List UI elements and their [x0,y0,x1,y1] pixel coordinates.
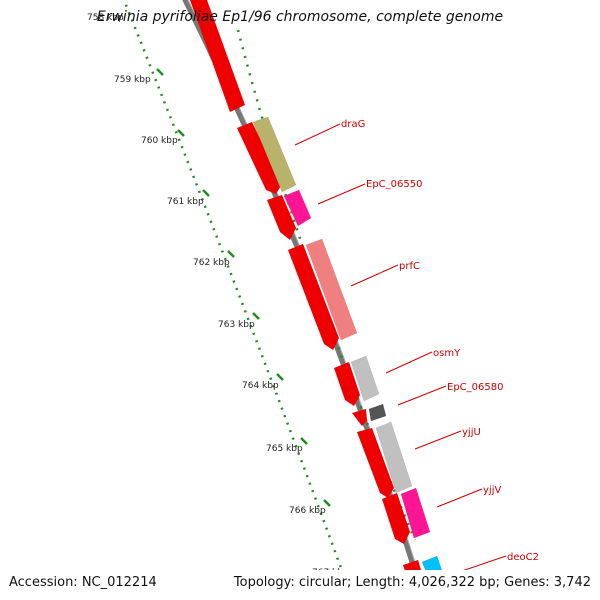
gene-label-yjjv[interactable]: yjjV [483,485,501,496]
gene-deoc2[interactable] [421,555,452,600]
gene-leader-drag [294,123,341,146]
cds-red-6 [357,428,394,498]
gene-label-osmy[interactable]: osmY [433,348,461,359]
tick-label-2: 760 kbp [141,136,178,146]
cds-red-7 [382,493,410,544]
ruler-dotted-inner [122,0,344,570]
gene-label-epc-06550[interactable]: EpC_06550 [366,179,422,190]
genome-summary: Topology: circular; Length: 4,026,322 bp… [233,575,591,590]
gene-drag[interactable] [252,116,297,193]
cds-red-5 [352,409,367,426]
tick-mark-1 [156,68,164,76]
cds-red-3 [288,244,339,350]
cds-red-top [190,0,245,112]
gene-leader-deoc2 [463,555,507,570]
gene-leader-prfc [350,264,399,287]
gene-epc-06580[interactable] [368,403,387,422]
cds-red-1 [237,122,282,194]
gene-leader-yjjv [436,488,483,508]
tick-label-partial-bottom: 767 kbp [312,568,349,578]
gene-leader-yjju [414,430,462,450]
tick-mark-8 [323,499,331,507]
gene-leader-osmy [385,351,433,374]
gene-label-epc-06580[interactable]: EpC_06580 [447,382,503,393]
gene-label-prfc[interactable]: prfC [399,261,420,272]
tick-mark-7 [300,437,308,445]
gene-yjjv[interactable] [400,487,431,539]
cds-red-2 [267,195,296,240]
tick-label-6: 764 kbp [242,381,279,391]
gene-prfc[interactable] [305,238,358,341]
tick-label-8: 766 kbp [289,506,326,516]
cds-red-8 [403,560,421,570]
tick-label-1: 759 kbp [114,75,151,85]
gene-leader-epc-06580 [397,385,447,406]
tick-label-7: 765 kbp [266,444,303,454]
gene-label-drag[interactable]: draG [341,119,365,130]
cds-red-4 [334,362,360,406]
chart-title: Erwinia pyrifoliae Ep1/96 chromosome, co… [96,9,504,25]
tick-label-4: 762 kbp [193,258,230,268]
gene-leader-epc-06550 [317,183,366,205]
gene-epc-06550[interactable] [283,189,312,227]
tick-label-partial-top: 758 kbp [87,13,124,23]
tick-mark-2 [177,129,185,137]
gene-yjju[interactable] [375,421,413,494]
tick-mark-3 [202,189,210,197]
gene-label-deoc2[interactable]: deoC2 [507,552,539,563]
accession-label: Accession: NC_012214 [9,575,157,590]
tick-mark-6 [276,373,284,381]
tick-mark-5 [252,312,260,320]
tick-label-3: 761 kbp [167,197,204,207]
gene-osmy[interactable] [350,355,380,402]
tick-mark-4 [227,250,235,258]
gene-label-yjju[interactable]: yjjU [462,427,481,438]
tick-label-5: 763 kbp [218,320,255,330]
